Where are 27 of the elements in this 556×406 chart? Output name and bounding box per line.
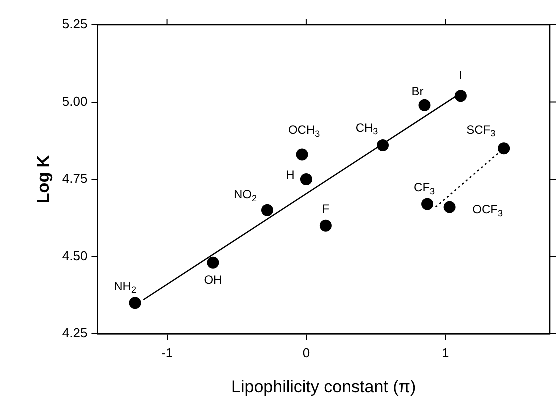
- point: [454, 90, 467, 102]
- y-tick-label: 4.25: [62, 326, 88, 341]
- point: [296, 148, 308, 161]
- annotation: H: [286, 168, 295, 182]
- y-tick-label: 5.00: [62, 94, 88, 109]
- y-axis-title: Log K: [34, 154, 53, 204]
- point: [418, 99, 431, 112]
- point: [422, 198, 434, 210]
- x-tick-label: 0: [302, 345, 310, 360]
- y-tick-label: 4.75: [62, 171, 88, 186]
- annotation: Br: [412, 84, 424, 99]
- point: [498, 142, 510, 155]
- point: [444, 201, 456, 214]
- point: [129, 297, 142, 310]
- point: [261, 204, 274, 216]
- x-tick-label: 1: [442, 345, 450, 360]
- annotation: F: [322, 202, 330, 216]
- point: [207, 256, 220, 269]
- point: [377, 140, 389, 152]
- annotation: OH: [204, 273, 222, 288]
- y-tick-label: 4.50: [62, 248, 88, 264]
- point: [300, 174, 312, 186]
- x-tick-label: -1: [162, 345, 174, 360]
- y-tick-label: 5.25: [62, 16, 88, 32]
- point: [320, 220, 332, 232]
- x-axis-title: Lipophilicity constant (π): [232, 377, 416, 396]
- annotation: I: [459, 68, 463, 82]
